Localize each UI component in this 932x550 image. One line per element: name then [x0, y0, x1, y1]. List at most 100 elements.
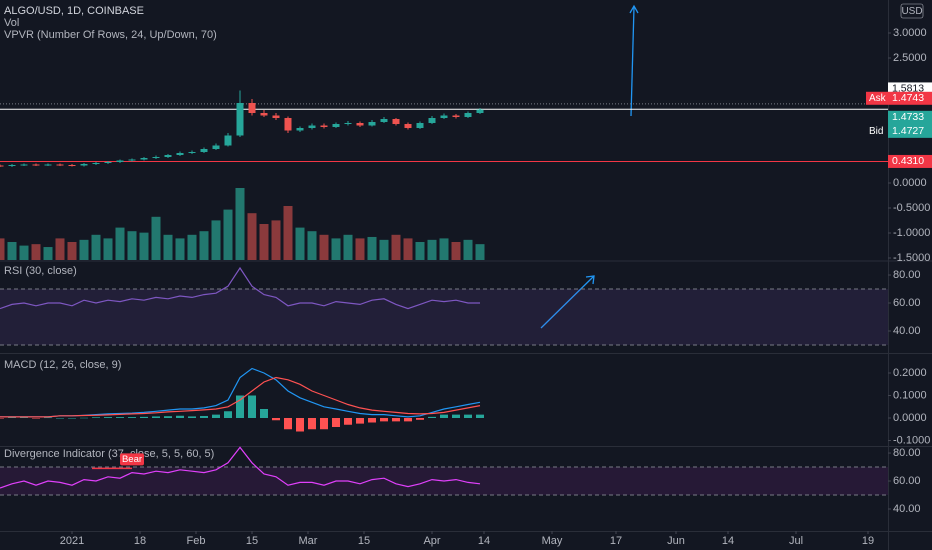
volume-bar	[103, 238, 113, 260]
candle-body	[104, 162, 112, 163]
volume-bar	[379, 239, 389, 260]
indicator-title: Vol	[4, 17, 19, 29]
candle-body	[356, 123, 364, 126]
histogram-bar	[320, 418, 328, 430]
histogram-bar	[44, 417, 52, 419]
volume-bar	[391, 234, 401, 260]
histogram-bar	[440, 414, 448, 418]
volume-bar	[235, 188, 245, 260]
currency-badge[interactable]	[900, 3, 924, 19]
volume-bar	[19, 245, 29, 260]
volume-bar	[0, 238, 5, 260]
indicator-title: Divergence Indicator (37, close, 5, 5, 6…	[4, 448, 214, 460]
histogram-bar	[308, 418, 316, 430]
histogram-bar	[92, 417, 100, 418]
candle-body	[116, 160, 124, 162]
volume-bar	[127, 231, 137, 260]
annotation: Bear	[122, 454, 142, 465]
volume-bar	[427, 239, 437, 260]
histogram-bar	[380, 418, 388, 422]
candle-body	[0, 165, 4, 167]
volume-bar	[115, 227, 125, 260]
candle-body	[452, 115, 460, 117]
y-tick-label: -0.1000	[893, 434, 930, 446]
candle-body	[20, 164, 28, 166]
volume-bar	[139, 232, 149, 260]
price-label: 1.5813	[892, 83, 924, 95]
volume-bar	[343, 234, 353, 260]
volume-bar	[67, 242, 77, 260]
indicator-title: MACD (12, 26, close, 9)	[4, 359, 121, 371]
histogram-bar	[32, 418, 40, 419]
histogram-bar	[356, 418, 364, 424]
currency: USD	[901, 6, 922, 17]
annotation-box	[120, 453, 144, 466]
price-tag-box	[866, 91, 888, 105]
candle-body	[380, 119, 388, 122]
arrow-head	[629, 4, 639, 14]
histogram-bar	[116, 417, 124, 418]
arrow-head	[585, 275, 595, 285]
price-label: 1.4727	[892, 125, 924, 137]
candle-body	[368, 122, 376, 126]
histogram-bar	[428, 416, 436, 418]
x-tick-label: Feb	[187, 535, 206, 547]
candle-body	[320, 125, 328, 127]
volume-bar	[439, 238, 449, 260]
trend-arrow	[630, 6, 635, 117]
candle-body	[56, 164, 64, 166]
candle-body	[428, 118, 436, 123]
x-tick-label: 14	[478, 535, 490, 547]
volume-bar	[7, 242, 17, 260]
histogram-bar	[164, 416, 172, 418]
histogram-bar	[248, 395, 256, 418]
x-tick-label: 19	[862, 535, 874, 547]
candle-body	[296, 128, 304, 131]
y-tick-label: 60.00	[893, 297, 921, 309]
candle-body	[236, 103, 244, 136]
y-tick-label: 40.00	[893, 503, 921, 515]
candle-body	[176, 153, 184, 155]
candle-body	[404, 124, 412, 128]
histogram-bar	[20, 417, 28, 418]
price-label: 1.4743	[892, 92, 924, 104]
candle-body	[80, 164, 88, 166]
volume-bar	[55, 238, 65, 260]
price-tag: Bid	[869, 126, 883, 137]
x-tick-label: Mar	[299, 535, 318, 547]
volume-bar	[355, 238, 365, 260]
volume-bar	[151, 216, 161, 260]
trend-arrow	[540, 275, 595, 329]
volume-bar	[163, 234, 173, 260]
volume-bar	[223, 209, 233, 260]
candle-body	[92, 163, 100, 164]
candle-body	[44, 164, 52, 166]
volume-bar	[175, 238, 185, 260]
x-tick-label: 15	[358, 535, 370, 547]
y-tick-label: -1.0000	[893, 227, 930, 239]
x-tick-label: 17	[610, 535, 622, 547]
histogram-bar	[392, 418, 400, 422]
histogram-bar	[188, 416, 196, 418]
indicator-line	[0, 446, 481, 489]
histogram-bar	[104, 417, 112, 418]
histogram-bar	[296, 418, 304, 432]
volume-bar	[271, 220, 281, 260]
volume-bar	[31, 244, 41, 260]
candle-body	[224, 135, 232, 146]
price-label-box	[888, 91, 932, 105]
histogram-bar	[416, 418, 424, 420]
histogram-bar	[260, 409, 268, 418]
y-tick-label: 0.2000	[893, 367, 927, 379]
volume-bar	[367, 236, 377, 260]
candle-body	[68, 165, 76, 166]
histogram-bar	[68, 418, 76, 419]
candle-body	[128, 159, 136, 161]
candle-body	[284, 118, 292, 131]
histogram-bar	[176, 415, 184, 418]
volume-bar	[247, 213, 257, 260]
volume-bar	[187, 234, 197, 260]
volume-bar	[415, 242, 425, 260]
histogram-bar	[332, 418, 340, 427]
